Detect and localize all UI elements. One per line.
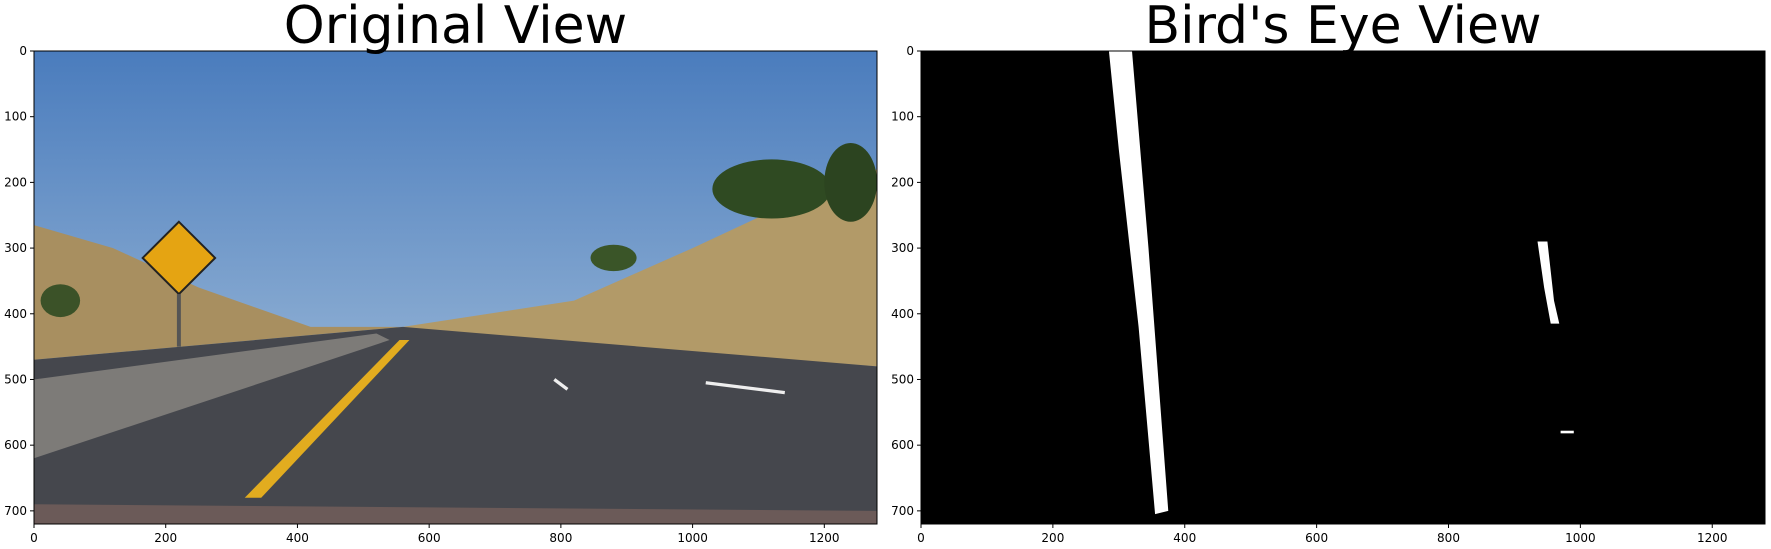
x-tick-label: 0 [917,531,925,545]
y-tick-label: 200 [891,175,914,189]
y-tick-label: 400 [4,307,27,321]
x-tick-label: 1000 [677,531,708,545]
axes-frame [920,50,1766,525]
y-tick-label: 0 [906,44,914,58]
x-tick-label: 0 [30,531,38,545]
y-tick-label: 100 [4,110,27,124]
y-tick-label: 300 [891,241,914,255]
x-tick-label: 1200 [1697,531,1728,545]
x-tick-label: 800 [1437,531,1460,545]
x-tick-label: 600 [418,531,441,545]
x-tick-label: 1200 [809,531,840,545]
y-tick-label: 500 [891,372,914,386]
y-tick-label: 700 [891,504,914,518]
y-tick-label: 600 [4,438,27,452]
y-tick-label: 200 [4,175,27,189]
y-tick-label: 300 [4,241,27,255]
x-tick-label: 800 [549,531,572,545]
x-tick-label: 600 [1305,531,1328,545]
y-tick-label: 600 [891,438,914,452]
x-tick-label: 1000 [1565,531,1596,545]
x-tick-label: 400 [1173,531,1196,545]
y-tick-label: 700 [4,504,27,518]
axes-frame [33,50,878,525]
chart-title: Bird's Eye View [1144,0,1541,56]
x-tick-label: 200 [154,531,177,545]
x-tick-label: 400 [286,531,309,545]
y-tick-label: 100 [891,110,914,124]
birds-eye-mask [921,51,1765,524]
y-tick-label: 500 [4,372,27,386]
chart-title: Original View [284,0,627,56]
road-photo [34,51,877,524]
x-tick-label: 200 [1041,531,1064,545]
y-tick-label: 0 [19,44,27,58]
y-tick-label: 400 [891,307,914,321]
